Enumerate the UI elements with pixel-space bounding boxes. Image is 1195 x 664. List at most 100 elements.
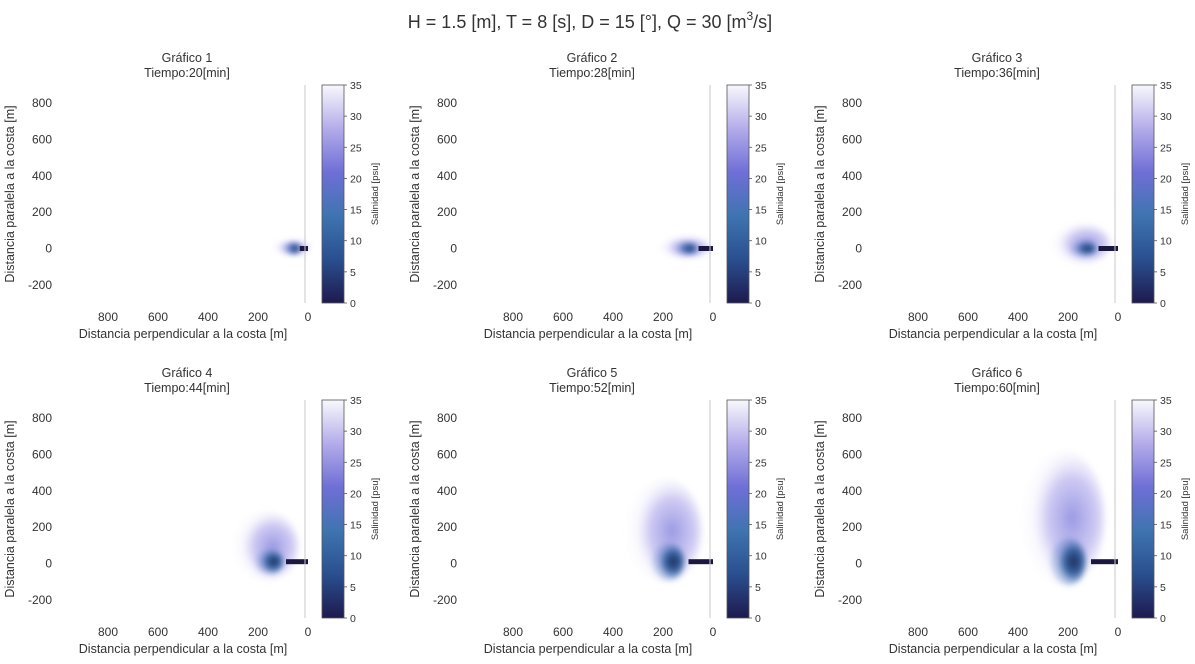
plume-core: [284, 242, 301, 255]
x-tick-label: 0: [1115, 310, 1122, 324]
x-tick-label: 400: [1008, 310, 1028, 324]
x-tick-label: 400: [198, 625, 218, 639]
plume-core: [256, 549, 284, 575]
colorbar: [1131, 399, 1155, 619]
y-tick-label: 400: [32, 484, 52, 498]
colorbar-tick-label: 30: [755, 426, 767, 438]
plume-core: [1051, 538, 1086, 586]
colorbar-tick-label: 30: [1160, 426, 1172, 438]
x-tick-label: 200: [248, 310, 268, 324]
colorbar-label: Salinidad [psu]: [1180, 163, 1191, 225]
outfall-pipe: [1091, 559, 1118, 565]
colorbar-tick-label: 20: [1160, 173, 1172, 185]
subplot-subtitle: Tiempo:36[min]: [954, 66, 1040, 80]
colorbar-tick-label: 0: [1160, 613, 1166, 625]
y-tick-label: -200: [838, 593, 862, 607]
x-tick-label: 800: [503, 625, 523, 639]
x-tick-label: 400: [603, 310, 623, 324]
colorbar-tick-label: 35: [350, 395, 362, 407]
y-tick-label: 800: [32, 96, 52, 110]
y-tick-label: 800: [437, 411, 457, 425]
colorbar-tick-label: 35: [755, 80, 767, 92]
colorbar-tick-label: 10: [755, 236, 767, 248]
x-tick-label: 200: [1058, 625, 1078, 639]
y-tick-label: 200: [32, 520, 52, 534]
y-tick-label: 400: [842, 169, 862, 183]
colorbar-tick-label: 10: [755, 551, 767, 563]
colorbar-label: Salinidad [psu]: [370, 478, 381, 540]
colorbar-tick-label: 30: [350, 426, 362, 438]
y-tick-label: 0: [45, 557, 52, 571]
y-tick-label: 200: [842, 520, 862, 534]
y-tick-label: 600: [437, 133, 457, 147]
x-tick-label: 200: [1058, 310, 1078, 324]
y-axis-label: Distancia paralela a la costa [m]: [813, 105, 827, 282]
y-tick-label: 400: [842, 484, 862, 498]
colorbar-tick-label: 15: [350, 205, 362, 217]
x-tick-label: 800: [98, 625, 118, 639]
colorbar-tick-label: 20: [350, 173, 362, 185]
y-tick-label: 400: [437, 169, 457, 183]
outfall-pipe: [286, 559, 308, 565]
x-tick-label: 600: [148, 625, 168, 639]
colorbar-tick-label: 15: [755, 205, 767, 217]
y-axis-label: Distancia paralela a la costa [m]: [3, 105, 17, 282]
colorbar-tick-label: 5: [755, 267, 761, 279]
colorbar: [321, 399, 345, 619]
subplot-title: Gráfico 3: [972, 51, 1023, 65]
y-tick-label: 800: [437, 96, 457, 110]
colorbar-tick-label: 0: [350, 613, 356, 625]
colorbar-tick-label: 25: [1160, 457, 1172, 469]
colorbar-tick-label: 35: [350, 80, 362, 92]
colorbar-tick-label: 15: [1160, 520, 1172, 532]
colorbar-tick-label: 5: [1160, 582, 1166, 594]
x-axis-label: Distancia perpendicular a la costa [m]: [79, 327, 287, 341]
suptitle-superscript: 3: [746, 9, 753, 23]
colorbar-tick-label: 5: [755, 582, 761, 594]
colorbar-tick-label: 35: [1160, 395, 1172, 407]
plume-core: [652, 543, 685, 581]
colorbar: [726, 399, 750, 619]
outfall-pipe: [1098, 246, 1118, 251]
x-tick-label: 400: [603, 625, 623, 639]
x-axis-label: Distancia perpendicular a la costa [m]: [889, 642, 1097, 656]
colorbar-tick-label: 25: [755, 457, 767, 469]
x-tick-label: 600: [148, 310, 168, 324]
plume-core: [675, 242, 698, 255]
y-tick-label: -200: [28, 593, 52, 607]
subplot-title: Gráfico 4: [162, 366, 213, 380]
figure-suptitle: H = 1.5 [m], T = 8 [s], D = 15 [°], Q = …: [408, 9, 772, 32]
x-tick-label: 200: [248, 625, 268, 639]
subplot-subtitle: Tiempo:44[min]: [144, 381, 230, 395]
y-axis-label: Distancia paralela a la costa [m]: [813, 420, 827, 597]
x-tick-label: 0: [305, 625, 312, 639]
colorbar-tick-label: 25: [1160, 142, 1172, 154]
x-tick-label: 0: [1115, 625, 1122, 639]
x-tick-label: 800: [503, 310, 523, 324]
subplot-subtitle: Tiempo:20[min]: [144, 66, 230, 80]
subplot-5: Gráfico 5Tiempo:52[min]8006004002000-200…: [408, 366, 786, 656]
y-tick-label: -200: [28, 278, 52, 292]
x-tick-label: 200: [653, 625, 673, 639]
y-tick-label: -200: [433, 278, 457, 292]
subplot-1: Gráfico 1Tiempo:20[min]8006004002000-200…: [3, 51, 381, 341]
y-tick-label: 600: [32, 448, 52, 462]
colorbar-tick-label: 0: [755, 298, 761, 310]
colorbar-label: Salinidad [psu]: [1180, 478, 1191, 540]
subplot-subtitle: Tiempo:28[min]: [549, 66, 635, 80]
colorbar-tick-label: 0: [350, 298, 356, 310]
y-tick-label: 600: [842, 448, 862, 462]
x-tick-label: 600: [958, 310, 978, 324]
colorbar-tick-label: 10: [1160, 551, 1172, 563]
outfall-pipe: [698, 246, 713, 251]
colorbar-tick-label: 15: [755, 520, 767, 532]
x-axis-label: Distancia perpendicular a la costa [m]: [79, 642, 287, 656]
x-tick-label: 600: [553, 625, 573, 639]
y-tick-label: 400: [32, 169, 52, 183]
subplot-title: Gráfico 5: [567, 366, 618, 380]
colorbar-tick-label: 25: [350, 457, 362, 469]
colorbar: [321, 84, 345, 304]
y-tick-label: 200: [32, 205, 52, 219]
